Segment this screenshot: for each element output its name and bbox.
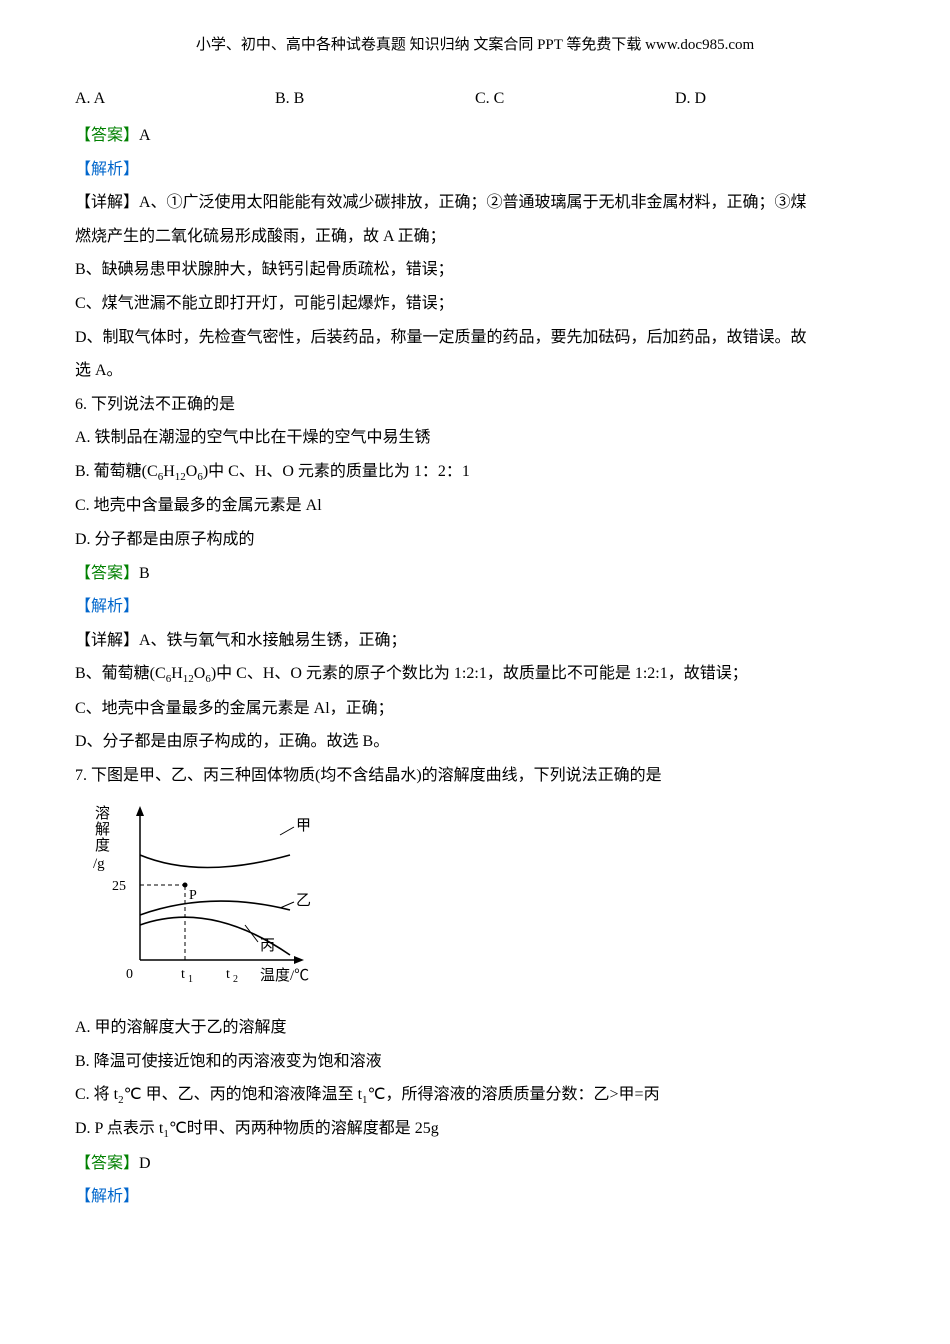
q7-answer-value: D xyxy=(139,1155,151,1172)
q7-option-b: B. 降温可使接近饱和的丙溶液变为饱和溶液 xyxy=(75,1045,875,1079)
q6-stem: 6. 下列说法不正确的是 xyxy=(75,388,875,422)
svg-text:t: t xyxy=(226,967,230,982)
q6-detail-b: B、葡萄糖(C6H12O6)中 C、H、O 元素的原子个数比为 1:2:1，故质… xyxy=(75,657,875,691)
q6-option-d: D. 分子都是由原子构成的 xyxy=(75,523,875,557)
q5-option-d: D. D xyxy=(675,82,875,116)
svg-text:t: t xyxy=(181,967,185,982)
analysis-label: 【解析】 xyxy=(75,1188,139,1205)
q5-option-c: C. C xyxy=(475,82,675,116)
answer-label: 【答案】 xyxy=(75,1155,139,1172)
q6-option-a: A. 铁制品在潮湿的空气中比在干燥的空气中易生锈 xyxy=(75,421,875,455)
svg-text:温度/℃: 温度/℃ xyxy=(260,967,309,984)
analysis-label: 【解析】 xyxy=(75,161,139,178)
q5-detail-a-1: 【详解】A、①广泛使用太阳能能有效减少碳排放，正确；②普通玻璃属于无机非金属材料… xyxy=(75,186,875,220)
q7-c-post: ℃，所得溶液的溶质质量分数：乙>甲=丙 xyxy=(368,1086,660,1103)
q5-detail-d-1: D、制取气体时，先检查气密性，后装药品，称量一定质量的药品，要先加砝码，后加药品… xyxy=(75,321,875,355)
q7-c-pre: C. 将 t xyxy=(75,1086,118,1103)
q6-answer-value: B xyxy=(139,565,150,582)
answer-label: 【答案】 xyxy=(75,565,139,582)
q5-option-b: B. B xyxy=(275,82,475,116)
q5-option-a: A. A xyxy=(75,82,275,116)
q6-db-pre: B、葡萄糖(C xyxy=(75,665,166,682)
q5-options: A. A B. B C. C D. D xyxy=(75,82,875,116)
q6-option-b: B. 葡萄糖(C6H12O6)中 C、H、O 元素的质量比为 1：2：1 xyxy=(75,455,875,489)
page-header: 小学、初中、高中各种试卷真题 知识归纳 文案合同 PPT 等免费下载 www.d… xyxy=(75,30,875,62)
q6-option-c: C. 地壳中含量最多的金属元素是 Al xyxy=(75,489,875,523)
q6-detail-d: D、分子都是由原子构成的，正确。故选 B。 xyxy=(75,725,875,759)
q7-option-d: D. P 点表示 t1℃时甲、丙两种物质的溶解度都是 25g xyxy=(75,1112,875,1146)
q7-c-mid: ℃ 甲、乙、丙的饱和溶液降温至 t xyxy=(124,1086,362,1103)
q5-detail-b: B、缺碘易患甲状腺肿大，缺钙引起骨质疏松，错误； xyxy=(75,253,875,287)
q6-b-mid1: H xyxy=(163,463,175,480)
svg-text:解: 解 xyxy=(95,821,110,838)
svg-text:P: P xyxy=(189,888,197,903)
q5-answer: 【答案】A xyxy=(75,119,875,153)
svg-text:1: 1 xyxy=(188,974,193,985)
q5-detail-c: C、煤气泄漏不能立即打开灯，可能引起爆炸，错误； xyxy=(75,287,875,321)
q7-option-a: A. 甲的溶解度大于乙的溶解度 xyxy=(75,1011,875,1045)
svg-text:25: 25 xyxy=(112,879,126,894)
q6-detail-a: 【详解】A、铁与氧气和水接触易生锈，正确； xyxy=(75,624,875,658)
q7-analysis-label: 【解析】 xyxy=(75,1180,875,1214)
svg-text:/g: /g xyxy=(93,856,105,872)
q6-db-post: )中 C、H、O 元素的原子个数比为 1:2:1，故质量比不可能是 1:2:1，… xyxy=(211,665,748,682)
answer-label: 【答案】 xyxy=(75,127,139,144)
q6-db-mid2: O xyxy=(194,665,206,682)
svg-text:度: 度 xyxy=(95,837,110,854)
q5-answer-value: A xyxy=(139,127,151,144)
q5-detail-d-2: 选 A。 xyxy=(75,354,875,388)
q6-answer: 【答案】B xyxy=(75,557,875,591)
svg-text:0: 0 xyxy=(126,967,133,982)
chart-svg: 溶解度/g25P甲乙丙t1t20温度/℃ xyxy=(85,800,315,990)
q7-stem: 7. 下图是甲、乙、丙三种固体物质(均不含结晶水)的溶解度曲线，下列说法正确的是 xyxy=(75,759,875,793)
q6-b-pre: B. 葡萄糖(C xyxy=(75,463,158,480)
svg-text:乙: 乙 xyxy=(296,893,311,909)
q6-detail-c: C、地壳中含量最多的金属元素是 Al，正确； xyxy=(75,692,875,726)
page: 小学、初中、高中各种试卷真题 知识归纳 文案合同 PPT 等免费下载 www.d… xyxy=(0,0,950,1344)
analysis-label: 【解析】 xyxy=(75,598,139,615)
q6-db-mid1: H xyxy=(171,665,183,682)
q7-answer: 【答案】D xyxy=(75,1147,875,1181)
q7-d-pre: D. P 点表示 t xyxy=(75,1120,163,1137)
q6-analysis-label: 【解析】 xyxy=(75,590,875,624)
svg-text:溶: 溶 xyxy=(95,805,110,822)
q5-detail-a-2: 燃烧产生的二氧化硫易形成酸雨，正确，故 A 正确； xyxy=(75,220,875,254)
q7-option-c: C. 将 t2℃ 甲、乙、丙的饱和溶液降温至 t1℃，所得溶液的溶质质量分数：乙… xyxy=(75,1078,875,1112)
q6-db-sub2: 12 xyxy=(183,673,194,685)
svg-text:丙: 丙 xyxy=(260,938,275,954)
q5-analysis-label: 【解析】 xyxy=(75,153,875,187)
svg-text:甲: 甲 xyxy=(296,818,311,834)
q6-b-mid2: O xyxy=(186,463,198,480)
svg-text:2: 2 xyxy=(233,974,238,985)
solubility-chart: 溶解度/g25P甲乙丙t1t20温度/℃ xyxy=(85,800,875,1003)
q6-b-post: )中 C、H、O 元素的质量比为 1：2：1 xyxy=(203,463,470,480)
q7-d-post: ℃时甲、丙两种物质的溶解度都是 25g xyxy=(169,1120,439,1137)
q6-b-sub2: 12 xyxy=(175,471,186,483)
